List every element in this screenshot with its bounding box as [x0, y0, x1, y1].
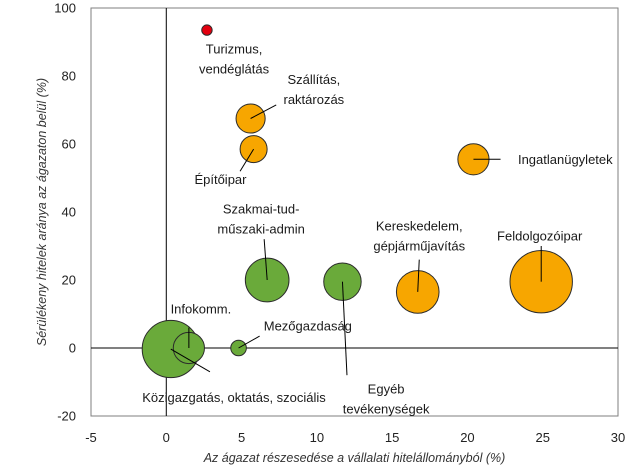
leader-line-5: [341, 281, 348, 376]
point-label-1: Szállítás,: [287, 72, 340, 87]
x-tick-label: 10: [310, 430, 324, 445]
point-label-5: Egyéb: [368, 382, 405, 397]
point-label-5: tevékenységek: [343, 402, 430, 417]
tick-labels: -5 0 5 10 15 20 25 30 -20 0 20 40 60 80 100: [54, 1, 625, 446]
x-tick-label: 15: [385, 430, 399, 445]
y-tick-label: 100: [54, 1, 76, 16]
leader-line-6: [417, 259, 420, 292]
leader-line-4: [263, 239, 268, 281]
leader-line-10: [170, 348, 211, 373]
point-label-8: Infokomm.: [171, 301, 232, 316]
leader-line-1: [250, 104, 277, 119]
plot-frame: [90, 7, 619, 417]
point-label-4: műszaki-admin: [217, 221, 304, 236]
bubbles: [141, 24, 573, 379]
y-tick-label: 20: [62, 273, 76, 288]
point-label-3: Ingatlanügyletek: [518, 152, 613, 167]
y-tick-label: 40: [62, 205, 76, 220]
y-axis-title: Sérülékeny hitelek aránya az ágazaton be…: [35, 78, 49, 346]
y-tick-label: -20: [57, 409, 76, 424]
x-tick-label: 5: [238, 430, 245, 445]
point-label-6: gépjárműjavítás: [373, 238, 465, 253]
y-tick-label: 0: [69, 341, 76, 356]
point-label-2: Építőipar: [194, 172, 247, 187]
point-label-4: Szakmai-tud-: [223, 201, 300, 216]
point-label-7: Feldolgozóipar: [497, 228, 583, 243]
x-axis-title: Az ágazat részesedése a vállalati hitelá…: [203, 451, 506, 465]
y-tick-label: 80: [62, 69, 76, 84]
leader-line-9: [238, 335, 260, 349]
annotations: Turizmus, vendéglátás Szállítás, raktározás…: [142, 42, 613, 417]
x-tick-label: 20: [460, 430, 474, 445]
x-tick-label: -5: [85, 430, 97, 445]
point-label-9: Mezőgazdaság: [264, 318, 352, 333]
x-tick-label: 25: [535, 430, 549, 445]
point-label-10: Közigazgatás, oktatás, szociális: [142, 390, 326, 405]
point-label-1: raktározás: [283, 92, 344, 107]
leader-line-2: [239, 148, 255, 172]
point-label-6: Kereskedelem,: [376, 218, 463, 233]
y-tick-label: 60: [62, 137, 76, 152]
bubble-0: [201, 24, 213, 36]
x-tick-label: 30: [611, 430, 625, 445]
point-label-0: Turizmus,: [206, 42, 263, 57]
point-label-0: vendéglátás: [199, 62, 270, 77]
x-tick-label: 0: [163, 430, 170, 445]
